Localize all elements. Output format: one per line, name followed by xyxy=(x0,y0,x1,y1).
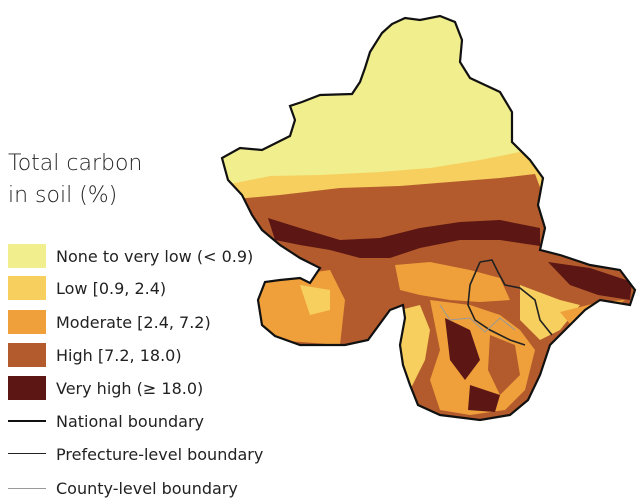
legend-label: Prefecture-level boundary xyxy=(56,444,264,464)
legend-swatch xyxy=(8,244,46,268)
legend-label: National boundary xyxy=(56,411,204,431)
zone-very-high-band xyxy=(268,218,540,258)
zone-very-high-east xyxy=(548,262,632,300)
prefecture-boundary-line xyxy=(479,259,553,336)
zone-low-east xyxy=(520,285,580,340)
legend-item-national-boundary: National boundary xyxy=(8,409,204,433)
national-boundary-line xyxy=(220,14,637,422)
zone-moderate-west xyxy=(258,270,345,345)
legend-label: Moderate [2.4, 7.2) xyxy=(56,312,211,332)
prefecture-boundary-line-icon xyxy=(8,442,46,466)
legend-title: Total carbon in soil (%) xyxy=(8,148,142,212)
legend-swatch xyxy=(8,343,46,367)
legend-label: Low [0.9, 2.4) xyxy=(56,278,167,298)
legend-title-line-1: Total carbon xyxy=(8,151,143,176)
legend-item-none-to-very-low: None to very low (< 0.9) xyxy=(8,244,253,268)
legend-item-very-high: Very high (≥ 18.0) xyxy=(8,376,203,400)
legend-item-moderate: Moderate [2.4, 7.2) xyxy=(8,310,211,334)
zone-high-south xyxy=(488,335,520,395)
county-boundary-line xyxy=(439,304,516,333)
legend-label: None to very low (< 0.9) xyxy=(56,246,254,266)
zone-low-southwest xyxy=(400,305,430,390)
legend-swatch xyxy=(8,310,46,334)
zone-very-high-south-1 xyxy=(445,318,480,380)
zone-very-high-south-2 xyxy=(468,385,500,412)
legend-swatch xyxy=(8,276,46,300)
legend-title-line-2: in soil (%) xyxy=(8,183,118,208)
legend-label: Very high (≥ 18.0) xyxy=(56,378,204,398)
national-boundary-line-icon xyxy=(8,409,46,433)
legend-label: County-level boundary xyxy=(56,478,238,498)
legend-label: High [7.2, 18.0) xyxy=(56,345,182,365)
legend-item-prefecture-boundary: Prefecture-level boundary xyxy=(8,442,263,466)
map-fill xyxy=(222,16,635,420)
zone-moderate-center xyxy=(395,262,510,302)
zone-low-west-patch xyxy=(300,285,330,315)
prefecture-boundary-line-2 xyxy=(467,261,526,346)
legend-item-high: High [7.2, 18.0) xyxy=(8,343,182,367)
legend-item-low: Low [0.9, 2.4) xyxy=(8,276,166,300)
legend-swatch xyxy=(8,376,46,400)
county-boundary-line-icon xyxy=(8,476,46,500)
legend-item-county-boundary: County-level boundary xyxy=(8,476,238,500)
